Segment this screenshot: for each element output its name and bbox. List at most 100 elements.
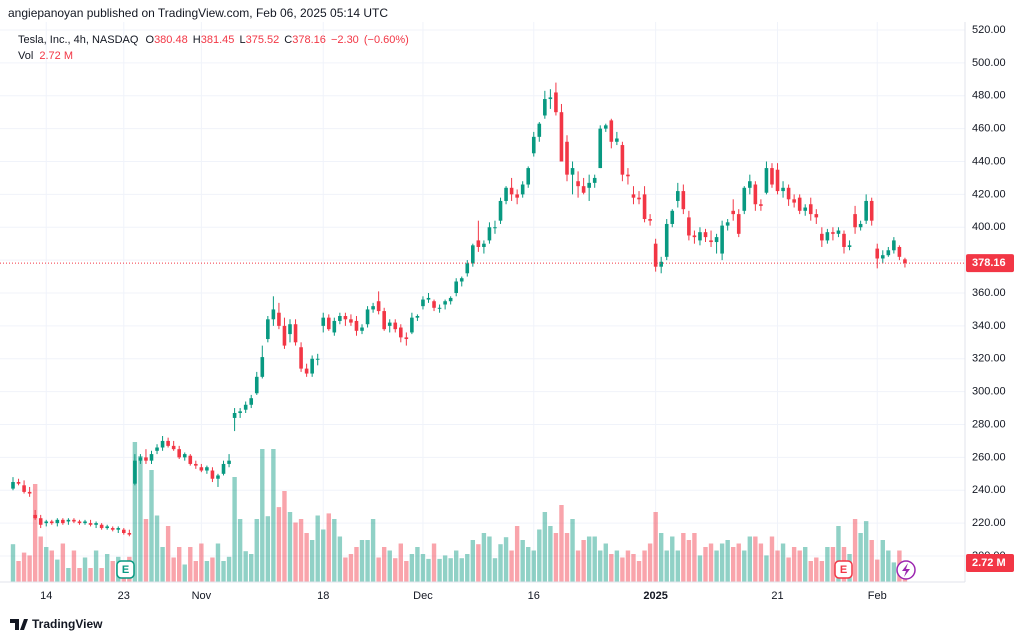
candle-body: [88, 523, 93, 525]
volume-bar: [592, 536, 597, 582]
volume-bar: [237, 519, 243, 582]
candle-body: [72, 519, 76, 522]
candle-body: [399, 327, 403, 338]
legend-volume: Vol 2.72 M: [18, 50, 73, 62]
dividend-icon: [896, 560, 916, 580]
volume-bar: [354, 547, 359, 582]
volume-bar: [858, 533, 863, 582]
volume-bar: [869, 540, 874, 582]
candle-body: [155, 447, 159, 451]
candle-body: [437, 307, 442, 309]
candle-body: [742, 187, 747, 211]
candle-body: [803, 207, 808, 211]
candle-body: [410, 317, 414, 333]
candle-body: [748, 181, 752, 188]
candle-body: [404, 337, 409, 340]
candle-body: [249, 398, 254, 405]
volume-bar: [664, 550, 669, 582]
candle-body: [365, 309, 370, 325]
candle-body: [736, 214, 741, 234]
volume-bar: [387, 550, 392, 582]
candle-body: [493, 227, 497, 229]
candle-body: [797, 197, 802, 211]
volume-bar: [38, 536, 43, 582]
candle-body: [448, 297, 453, 302]
volume-bar: [492, 558, 498, 582]
volume-bar: [282, 491, 287, 582]
y-tick-label: 240.00: [972, 484, 1006, 496]
volume-bar: [863, 521, 869, 582]
x-tick-label: 21: [771, 590, 783, 602]
candle-body: [133, 460, 137, 484]
volume-bar: [570, 519, 575, 582]
volume-bar: [188, 547, 193, 582]
volume-bar: [393, 558, 398, 582]
candle-body: [304, 368, 309, 374]
candle-body: [376, 301, 381, 312]
volume-bar: [636, 561, 642, 582]
volume-bar: [758, 543, 764, 582]
candle-body: [77, 521, 82, 524]
candle-body: [714, 237, 719, 243]
candle-body: [842, 233, 846, 247]
candle-body: [426, 297, 431, 300]
candle-body: [698, 232, 702, 241]
candle-body: [238, 411, 242, 413]
volume-bar: [459, 558, 464, 582]
earnings-badge: [116, 560, 135, 579]
volume-bar: [531, 550, 536, 582]
volume-bar: [154, 515, 160, 582]
candle-body: [820, 233, 824, 241]
candle-body: [338, 316, 342, 321]
legend-high-label: H: [193, 34, 201, 46]
volume-bar: [82, 557, 88, 582]
candle-body: [110, 528, 115, 530]
legend-symbol: Tesla, Inc., 4h, NASDAQ: [18, 34, 139, 46]
candle-body: [471, 245, 475, 264]
candle-body: [759, 204, 763, 206]
volume-bar: [404, 561, 409, 582]
candle-body: [692, 235, 697, 238]
candle-body: [836, 230, 841, 234]
volume-bar: [420, 554, 426, 582]
volume-bar: [165, 526, 171, 582]
volume-bar: [298, 519, 304, 582]
volume-bar: [481, 533, 487, 582]
candle-body: [903, 259, 907, 264]
volume-bar: [398, 543, 403, 582]
volume-bar: [498, 544, 503, 582]
candle-body: [232, 412, 237, 418]
candle-body: [504, 187, 508, 201]
candle-body: [454, 281, 458, 293]
candle-body: [792, 199, 796, 203]
header: angiepanoyan published on TradingView.co…: [8, 6, 388, 20]
candle-body: [687, 217, 691, 236]
candle-body: [509, 187, 514, 195]
volume-bar: [77, 568, 82, 582]
volume-bar: [143, 519, 149, 582]
volume-bar: [431, 543, 437, 582]
candle-body: [171, 445, 176, 450]
candle-body: [825, 232, 830, 241]
volume-bar: [719, 543, 725, 582]
volume-bar: [819, 561, 825, 582]
legend-close-label: C: [284, 34, 292, 46]
y-tick-label: 260.00: [972, 451, 1006, 463]
candle-body: [216, 475, 220, 479]
overlay: 200.00220.00240.00260.00280.00300.00320.…: [0, 24, 1014, 602]
volume-bar: [564, 533, 570, 582]
volume-bar: [675, 550, 680, 582]
volume-bar: [60, 543, 66, 582]
y-tick-label: 340.00: [972, 320, 1006, 332]
candle-body: [94, 523, 98, 525]
volume-bar: [132, 442, 138, 582]
candle-body: [526, 168, 531, 185]
candle-body: [603, 125, 608, 129]
volume-bar: [149, 470, 154, 582]
volume-bar: [836, 526, 841, 582]
volume-bar: [365, 540, 370, 582]
volume-bar: [99, 568, 104, 582]
candle-body: [775, 169, 780, 192]
volume-bar: [708, 543, 714, 582]
